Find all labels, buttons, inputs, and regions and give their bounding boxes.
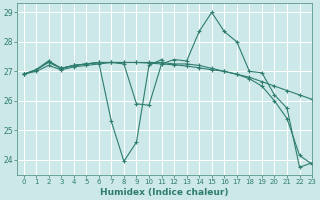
X-axis label: Humidex (Indice chaleur): Humidex (Indice chaleur)	[100, 188, 229, 197]
